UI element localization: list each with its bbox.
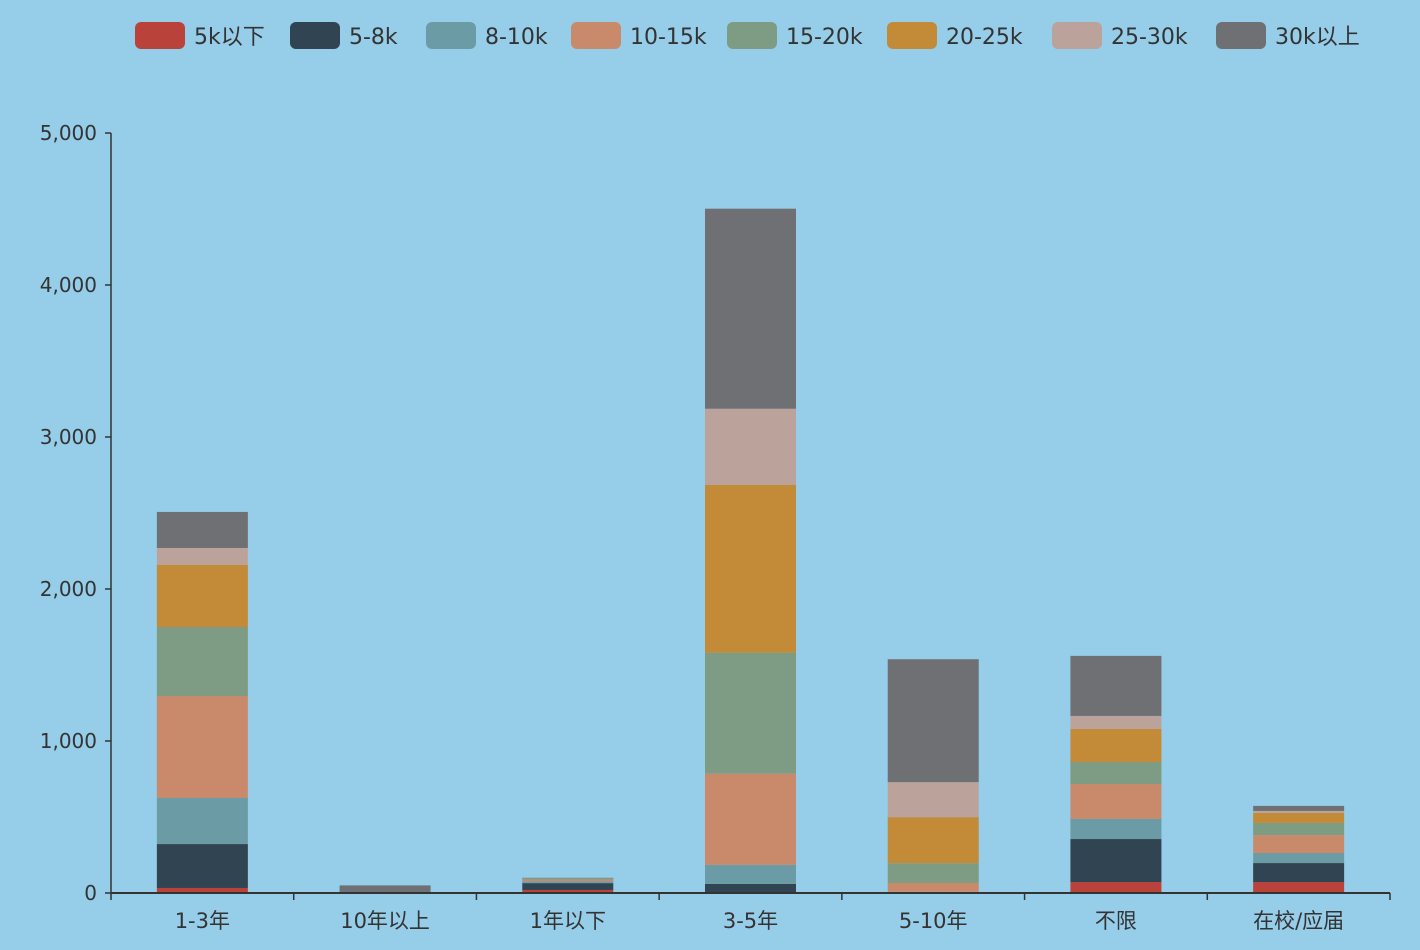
bar-segment bbox=[156, 844, 248, 888]
bar-segment bbox=[156, 627, 248, 697]
bar-segment bbox=[1253, 805, 1345, 811]
bar-segment bbox=[522, 878, 614, 880]
bar-segment bbox=[1253, 863, 1345, 883]
bar-segment bbox=[522, 879, 614, 882]
y-tick-label: 0 bbox=[84, 881, 97, 905]
legend-label: 5-8k bbox=[349, 25, 398, 50]
x-tick-label: 10年以上 bbox=[340, 909, 430, 933]
bar-segment bbox=[522, 883, 614, 890]
bar-segment bbox=[887, 659, 979, 783]
legend-swatch bbox=[290, 22, 340, 49]
legend-swatch bbox=[727, 22, 777, 49]
legend-label: 30k以上 bbox=[1275, 25, 1360, 50]
bar-segment bbox=[339, 885, 431, 893]
bar-segment bbox=[1070, 655, 1162, 716]
bar-segment bbox=[705, 484, 796, 653]
bar-segment bbox=[522, 881, 614, 884]
legend-label: 10-15k bbox=[630, 25, 707, 50]
legend-label: 20-25k bbox=[946, 25, 1023, 50]
bar-segment bbox=[1070, 839, 1162, 883]
bar-segment bbox=[522, 877, 614, 879]
x-tick-label: 在校/应届 bbox=[1253, 909, 1344, 933]
bar-segment bbox=[705, 652, 796, 774]
bar-segment bbox=[522, 889, 614, 893]
bar-segment bbox=[1070, 715, 1162, 729]
bar-segment bbox=[1253, 822, 1345, 836]
bar-segment bbox=[1253, 810, 1345, 813]
bar-segment bbox=[705, 408, 796, 485]
legend-swatch bbox=[1216, 22, 1266, 49]
bar-segment bbox=[1070, 818, 1162, 840]
legend-label: 15-20k bbox=[786, 25, 863, 50]
bar-segment bbox=[1070, 784, 1162, 819]
bar-segment bbox=[705, 773, 796, 865]
bar-segment bbox=[705, 208, 796, 409]
x-tick-label: 1年以下 bbox=[530, 909, 606, 933]
bar-segment bbox=[705, 883, 796, 893]
y-tick-label: 4,000 bbox=[40, 273, 97, 297]
bar-segment bbox=[1253, 882, 1345, 893]
x-tick-label: 5-10年 bbox=[899, 909, 968, 933]
bar-segment bbox=[1070, 761, 1162, 785]
bar-segment bbox=[887, 817, 979, 864]
y-tick-label: 3,000 bbox=[40, 425, 97, 449]
legend-swatch bbox=[887, 22, 937, 49]
x-tick-label: 1-3年 bbox=[175, 909, 230, 933]
legend-swatch bbox=[571, 22, 621, 49]
x-tick-label: 不限 bbox=[1095, 909, 1137, 933]
bar-segment bbox=[156, 887, 248, 893]
bar-segment bbox=[1253, 835, 1345, 854]
legend-swatch bbox=[1052, 22, 1102, 49]
bar-segment bbox=[156, 798, 248, 845]
bar-segment bbox=[887, 863, 979, 883]
bar-segment bbox=[522, 878, 614, 879]
bar-segment bbox=[887, 882, 979, 892]
bar-segment bbox=[1253, 853, 1345, 864]
bar-segment bbox=[156, 547, 248, 565]
bar-segment bbox=[1070, 728, 1162, 762]
bar-segment bbox=[156, 696, 248, 798]
legend-label: 5k以下 bbox=[194, 25, 265, 50]
legend-label: 8-10k bbox=[485, 25, 548, 50]
bar-segment bbox=[156, 564, 248, 627]
legend-swatch bbox=[135, 22, 185, 49]
x-tick-label: 3-5年 bbox=[723, 909, 778, 933]
legend-swatch bbox=[426, 22, 476, 49]
bar-segment bbox=[156, 511, 248, 548]
y-tick-label: 1,000 bbox=[40, 729, 97, 753]
legend-label: 25-30k bbox=[1111, 25, 1188, 50]
y-tick-label: 2,000 bbox=[40, 577, 97, 601]
bar-segment bbox=[887, 782, 979, 818]
y-tick-label: 5,000 bbox=[40, 121, 97, 145]
bar-segment bbox=[705, 864, 796, 884]
bar-segment bbox=[1253, 812, 1345, 823]
bar-segment bbox=[1070, 882, 1162, 893]
